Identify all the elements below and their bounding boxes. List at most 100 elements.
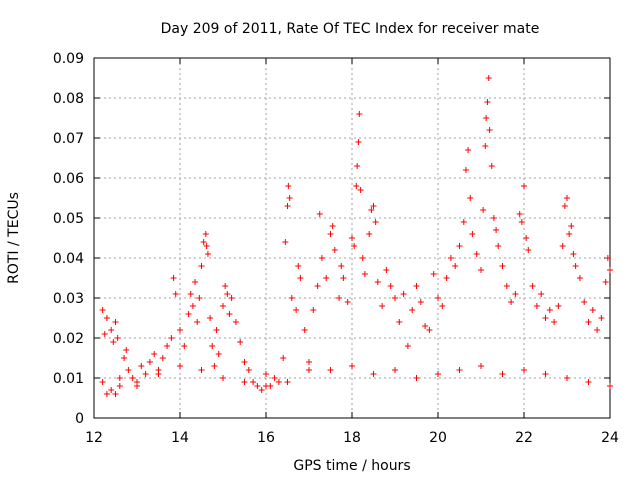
data-point bbox=[275, 379, 282, 385]
data-point bbox=[508, 299, 515, 305]
data-point bbox=[116, 383, 123, 389]
data-point bbox=[521, 183, 527, 189]
data-point bbox=[250, 379, 257, 385]
data-point bbox=[155, 371, 162, 377]
x-tick-label: 20 bbox=[429, 430, 447, 446]
data-point bbox=[559, 243, 566, 249]
data-point bbox=[372, 219, 379, 225]
data-point bbox=[151, 351, 158, 357]
data-point bbox=[336, 295, 343, 301]
data-point bbox=[224, 291, 231, 297]
data-point bbox=[344, 299, 351, 305]
data-point bbox=[301, 327, 308, 333]
data-point bbox=[370, 203, 377, 209]
data-point bbox=[200, 239, 207, 245]
data-point bbox=[282, 239, 289, 245]
y-tick-label: 0.06 bbox=[53, 171, 84, 187]
data-point bbox=[112, 391, 119, 397]
data-point bbox=[293, 307, 300, 313]
data-point bbox=[585, 319, 592, 325]
y-tick-label: 0.05 bbox=[53, 211, 84, 227]
data-point bbox=[112, 319, 119, 325]
data-point bbox=[576, 275, 583, 281]
y-tick-label: 0 bbox=[75, 411, 84, 427]
data-point bbox=[379, 303, 386, 309]
x-tick-label: 22 bbox=[515, 430, 533, 446]
data-point bbox=[340, 275, 347, 281]
data-point bbox=[488, 163, 495, 169]
data-point bbox=[486, 127, 493, 133]
data-point bbox=[387, 283, 394, 289]
data-point bbox=[525, 247, 532, 253]
data-point bbox=[110, 339, 117, 345]
data-point bbox=[359, 255, 366, 261]
data-point bbox=[196, 295, 203, 301]
data-point bbox=[159, 355, 166, 361]
data-point bbox=[168, 335, 175, 341]
data-point bbox=[356, 111, 363, 117]
data-point bbox=[121, 355, 128, 361]
data-point bbox=[607, 383, 613, 389]
data-point bbox=[355, 139, 362, 145]
data-point bbox=[286, 195, 293, 201]
data-point bbox=[523, 235, 530, 241]
data-point bbox=[228, 295, 235, 301]
data-point bbox=[123, 347, 130, 353]
data-point bbox=[478, 363, 484, 369]
data-point bbox=[598, 315, 605, 321]
data-point bbox=[422, 323, 429, 329]
data-point bbox=[245, 367, 252, 373]
data-point bbox=[353, 183, 360, 189]
y-tick-label: 0.04 bbox=[53, 251, 84, 267]
data-point bbox=[404, 343, 411, 349]
data-point bbox=[564, 195, 570, 201]
data-point bbox=[177, 327, 183, 333]
data-point bbox=[327, 367, 334, 373]
x-tick-label: 14 bbox=[171, 430, 189, 446]
y-tick-label: 0.07 bbox=[53, 131, 84, 147]
data-point bbox=[263, 371, 269, 377]
data-point bbox=[271, 375, 278, 381]
data-point bbox=[483, 115, 490, 121]
data-point bbox=[493, 227, 500, 233]
x-tick-label: 12 bbox=[85, 430, 103, 446]
data-point bbox=[392, 295, 398, 301]
chart-title: Day 209 of 2011, Rate Of TEC Index for r… bbox=[161, 21, 540, 37]
data-point bbox=[503, 283, 510, 289]
data-point bbox=[323, 275, 330, 281]
data-point bbox=[465, 147, 472, 153]
data-point bbox=[108, 327, 115, 333]
data-point bbox=[215, 351, 222, 357]
data-point bbox=[521, 367, 527, 373]
data-point bbox=[99, 379, 106, 385]
data-point bbox=[306, 367, 312, 373]
data-point bbox=[226, 311, 233, 317]
data-point bbox=[366, 231, 373, 237]
data-point bbox=[368, 207, 375, 213]
data-point bbox=[349, 363, 355, 369]
data-point bbox=[114, 335, 121, 341]
data-point bbox=[370, 371, 377, 377]
data-point bbox=[237, 339, 244, 345]
data-point bbox=[585, 379, 592, 385]
data-point bbox=[452, 263, 459, 269]
data-point bbox=[349, 235, 355, 241]
data-point bbox=[495, 243, 502, 249]
data-point bbox=[211, 363, 218, 369]
data-point bbox=[185, 311, 192, 317]
data-point bbox=[285, 183, 292, 189]
data-point bbox=[604, 255, 611, 261]
y-tick-label: 0.03 bbox=[53, 291, 84, 307]
data-point bbox=[164, 343, 171, 349]
data-point bbox=[306, 359, 312, 365]
data-point bbox=[310, 307, 317, 313]
data-point bbox=[400, 291, 407, 297]
data-point bbox=[177, 363, 183, 369]
data-point bbox=[125, 367, 132, 373]
data-point bbox=[499, 263, 506, 269]
data-point bbox=[499, 371, 506, 377]
data-point bbox=[222, 283, 229, 289]
data-point bbox=[204, 251, 211, 257]
data-point bbox=[568, 223, 575, 229]
